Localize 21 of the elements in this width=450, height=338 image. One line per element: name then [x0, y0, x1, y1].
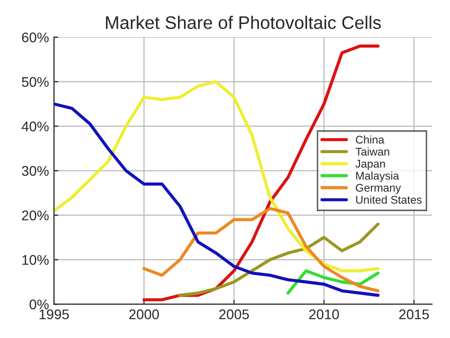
x-tick-label: 2000 [129, 309, 159, 320]
x-tick-label: 1995 [40, 309, 69, 320]
y-tick-label: 50% [22, 77, 49, 87]
x-tick-label: 2010 [309, 309, 339, 320]
y-tick-label: 60% [22, 32, 49, 42]
y-tick-label: 0% [30, 300, 49, 310]
chart-title: Market Share of Photovoltaic Cells [106, 16, 381, 30]
legend-label: Taiwan [356, 147, 390, 156]
y-tick-label: 10% [22, 255, 49, 265]
x-tick-label: 2015 [399, 309, 429, 320]
legend-label: China [356, 135, 384, 144]
y-tick-label: 40% [22, 122, 49, 132]
y-tick-label: 30% [22, 166, 49, 176]
x-tick-label: 2005 [219, 309, 249, 320]
legend-label: United States [356, 196, 422, 204]
line-series [178, 222, 380, 297]
legend-label: Germany [356, 184, 401, 194]
y-tick-label: 20% [22, 210, 49, 220]
line-series [142, 206, 380, 292]
legend-label: Malaysia [356, 172, 400, 182]
legend-label: Japan [355, 160, 385, 170]
